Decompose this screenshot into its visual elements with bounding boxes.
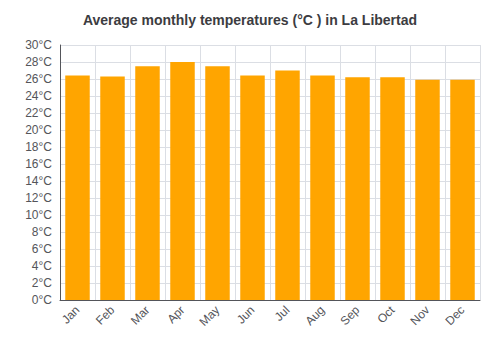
svg-text:Jul: Jul [272, 303, 293, 324]
svg-text:Aug: Aug [302, 303, 327, 328]
svg-text:Sep: Sep [337, 303, 362, 328]
svg-text:4°C: 4°C [32, 259, 52, 273]
svg-text:26°C: 26°C [25, 72, 52, 86]
svg-text:0°C: 0°C [32, 293, 52, 307]
svg-text:Dec: Dec [442, 303, 467, 328]
svg-text:Nov: Nov [407, 303, 432, 328]
svg-text:14°C: 14°C [25, 174, 52, 188]
svg-text:May: May [197, 303, 223, 329]
svg-text:Mar: Mar [128, 303, 153, 327]
svg-text:6°C: 6°C [32, 242, 52, 256]
svg-text:Oct: Oct [374, 303, 398, 327]
svg-text:16°C: 16°C [25, 157, 52, 171]
svg-text:28°C: 28°C [25, 55, 52, 69]
svg-text:18°C: 18°C [25, 140, 52, 154]
svg-text:Jan: Jan [59, 303, 83, 327]
svg-text:Average monthly temperatures (: Average monthly temperatures (°C ) in La… [83, 12, 417, 28]
svg-text:Feb: Feb [93, 303, 118, 328]
svg-text:Jun: Jun [234, 303, 258, 327]
svg-text:8°C: 8°C [32, 225, 52, 239]
svg-text:24°C: 24°C [25, 89, 52, 103]
svg-text:10°C: 10°C [25, 208, 52, 222]
svg-text:12°C: 12°C [25, 191, 52, 205]
svg-text:30°C: 30°C [25, 38, 52, 52]
svg-text:2°C: 2°C [32, 276, 52, 290]
svg-text:Apr: Apr [164, 303, 187, 326]
svg-text:22°C: 22°C [25, 106, 52, 120]
svg-text:20°C: 20°C [25, 123, 52, 137]
